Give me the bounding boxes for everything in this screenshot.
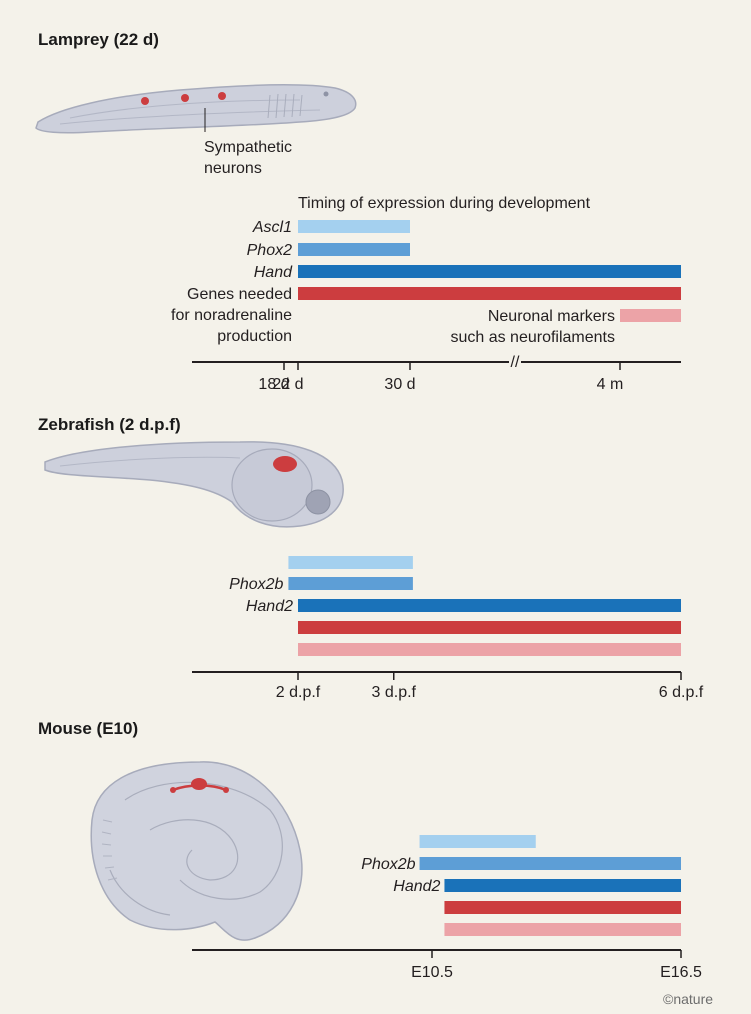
bar-unlabeled-4 — [444, 923, 681, 936]
bar-unlabeled-3 — [444, 901, 681, 914]
bar-phox2b — [419, 857, 681, 870]
series-label-genes-needed-for-noradrenaline-production: Genes needed — [187, 286, 292, 303]
tick-label: E10.5 — [411, 964, 453, 981]
neuron-dot — [141, 97, 149, 105]
tick-label: 18 d — [258, 376, 289, 393]
lamprey-subtitle: Timing of expression during development — [298, 195, 591, 212]
bar-genes-needed-for-noradrenaline-production — [298, 287, 681, 300]
tick-label: 2 d.p.f — [276, 684, 321, 701]
bar-neuronal-markers-such-as-neurofilaments — [620, 309, 681, 322]
zebrafish-chart: Phox2b Hand2 2 d.p.f 3 d.p.f 6 d.p.f — [192, 556, 704, 701]
series-label-hand2: Hand2 — [393, 878, 440, 895]
credit: ©nature — [663, 991, 713, 1007]
bar-unlabeled-4 — [298, 643, 681, 656]
zebrafish-illustration — [44, 441, 344, 528]
mouse-chart: Phox2b Hand2 E10.5 E16.5 — [192, 835, 702, 981]
tick-label: 4 m — [597, 376, 624, 393]
axis-break: // — [511, 354, 520, 371]
bar-phox2b — [288, 577, 413, 590]
series-label-hand2: Hand2 — [246, 598, 293, 615]
series-label-neuronal-markers-such-as-neurofilaments: such as neurofilaments — [450, 329, 615, 346]
lamprey-illustration — [35, 83, 357, 134]
series-label-ascl1: Ascl1 — [252, 219, 292, 236]
neuron-dot — [218, 92, 226, 100]
neuron-cluster — [273, 456, 297, 472]
bar-hand2 — [444, 879, 681, 892]
bar-hand — [298, 265, 681, 278]
bar-hand2 — [298, 599, 681, 612]
bar-ascl1 — [298, 220, 410, 233]
series-label-phox2b: Phox2b — [229, 576, 283, 593]
bar-unlabeled-0 — [419, 835, 536, 848]
lamprey-title: Lamprey (22 d) — [38, 30, 159, 49]
tick-label: 6 d.p.f — [659, 684, 704, 701]
series-label-genes-needed-for-noradrenaline-production: for noradrenaline — [171, 307, 292, 324]
tick-label: 3 d.p.f — [372, 684, 417, 701]
tick-label: 22 d — [272, 376, 303, 393]
neuron-dot — [181, 94, 189, 102]
series-label-neuronal-markers-such-as-neurofilaments: Neuronal markers — [488, 308, 615, 325]
bar-unlabeled-3 — [298, 621, 681, 634]
series-label-phox2b: Phox2b — [361, 856, 415, 873]
sympathetic-neurons-label: Sympathetic neurons — [204, 139, 297, 177]
lamprey-chart: Ascl1 Phox2 Hand Genes needed for noradrenal… — [171, 219, 681, 393]
tick-label: E16.5 — [660, 964, 702, 981]
tick-label: 30 d — [384, 376, 415, 393]
mouse-title: Mouse (E10) — [38, 719, 138, 738]
bar-unlabeled-0 — [288, 556, 413, 569]
series-label-genes-needed-for-noradrenaline-production: production — [217, 328, 292, 345]
series-label-phox2: Phox2 — [247, 242, 292, 259]
bar-phox2 — [298, 243, 410, 256]
mouse-illustration — [90, 761, 303, 941]
zebrafish-title: Zebrafish (2 d.p.f) — [38, 415, 181, 434]
series-label-hand: Hand — [254, 264, 293, 281]
